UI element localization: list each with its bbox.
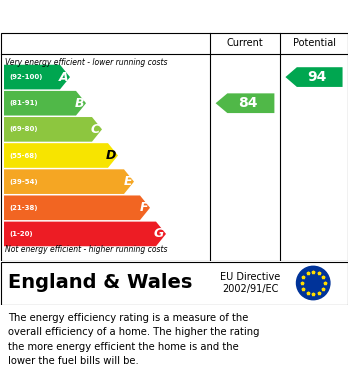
- Text: Potential: Potential: [293, 38, 335, 48]
- Text: Current: Current: [227, 38, 263, 48]
- Text: (1-20): (1-20): [9, 231, 33, 237]
- Text: (81-91): (81-91): [9, 100, 38, 106]
- Text: E: E: [124, 175, 132, 188]
- Text: 94: 94: [307, 70, 326, 84]
- Text: EU Directive
2002/91/EC: EU Directive 2002/91/EC: [220, 272, 281, 294]
- Text: F: F: [140, 201, 148, 214]
- Text: D: D: [106, 149, 116, 162]
- Text: (39-54): (39-54): [9, 179, 38, 185]
- Polygon shape: [4, 91, 86, 115]
- Text: The energy efficiency rating is a measure of the
overall efficiency of a home. T: The energy efficiency rating is a measur…: [8, 313, 260, 366]
- Text: 84: 84: [238, 96, 258, 110]
- Text: (55-68): (55-68): [9, 152, 37, 158]
- Polygon shape: [285, 67, 342, 87]
- Polygon shape: [216, 93, 275, 113]
- Text: G: G: [154, 228, 164, 240]
- Polygon shape: [4, 196, 150, 220]
- Polygon shape: [4, 143, 118, 168]
- Text: (69-80): (69-80): [9, 126, 38, 133]
- Text: Energy Efficiency Rating: Energy Efficiency Rating: [8, 9, 218, 23]
- Text: England & Wales: England & Wales: [8, 273, 192, 292]
- Circle shape: [296, 266, 330, 300]
- Text: Not energy efficient - higher running costs: Not energy efficient - higher running co…: [5, 245, 167, 254]
- Text: C: C: [91, 123, 100, 136]
- Polygon shape: [4, 169, 134, 194]
- Polygon shape: [4, 117, 102, 142]
- Text: Very energy efficient - lower running costs: Very energy efficient - lower running co…: [5, 58, 167, 67]
- Polygon shape: [4, 65, 70, 90]
- Polygon shape: [4, 222, 166, 246]
- Text: B: B: [74, 97, 84, 110]
- Text: (92-100): (92-100): [9, 74, 42, 80]
- Text: (21-38): (21-38): [9, 205, 38, 211]
- Text: A: A: [58, 70, 68, 84]
